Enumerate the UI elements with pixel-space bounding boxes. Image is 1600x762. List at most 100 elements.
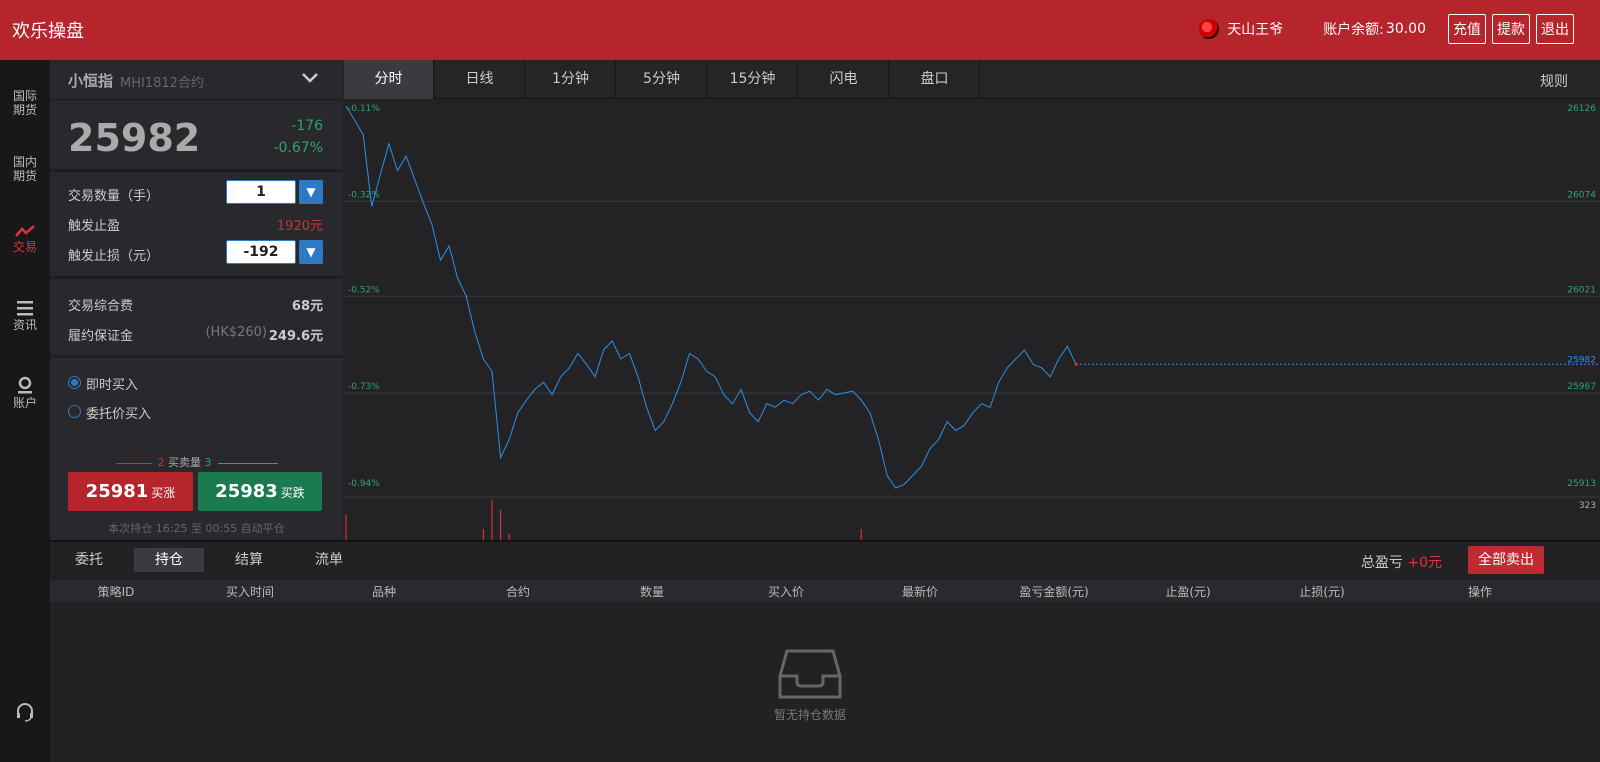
current-price-dot	[1074, 362, 1078, 366]
price-tick-label: 26126	[1567, 104, 1596, 114]
volume-max-label: 323	[1579, 501, 1596, 511]
tab-daily[interactable]: 日线	[435, 60, 525, 99]
pct-tick-label: -0.52%	[348, 285, 380, 295]
tab-intraday[interactable]: 分时	[344, 60, 434, 99]
chevron-down-icon[interactable]	[301, 72, 319, 84]
nav-trade-label: 交易	[12, 240, 37, 254]
chart-area: 分时 日线 1分钟 5分钟 15分钟 闪电 盘口 规则 -0.11% 26126-…	[344, 60, 1600, 540]
pct-tick-label: -0.73%	[348, 382, 380, 392]
price-tick-label: 26021	[1567, 285, 1596, 295]
left-nav: 国际 期货 国内 期货 交易 资讯 账户	[0, 60, 50, 762]
stop-loss-input[interactable]: -192	[226, 240, 296, 264]
tab-settlement[interactable]: 结算	[235, 552, 263, 568]
pnl-label: 总盈亏	[1360, 555, 1403, 571]
radio-instant-buy[interactable]: 即时买入	[50, 368, 343, 397]
column-header: 数量	[639, 585, 665, 599]
nav-account[interactable]: 账户	[0, 376, 50, 410]
stop-loss-dropdown-button[interactable]: ▼	[299, 240, 323, 264]
pct-tick-label: -0.32%	[348, 190, 380, 200]
recharge-button[interactable]: 充值	[1448, 14, 1486, 44]
balance-value: 30.00	[1385, 21, 1426, 37]
tab-positions[interactable]: 持仓	[134, 548, 204, 572]
radio-button-checked[interactable]	[68, 376, 81, 389]
contract-name: 小恒指	[68, 72, 114, 90]
empty-state: 暂无持仓数据	[760, 648, 860, 723]
radio-limit-label: 委托价买入	[86, 407, 152, 422]
contract-code: MHI1812合约	[120, 76, 204, 91]
tab-15min[interactable]: 15分钟	[708, 60, 798, 99]
triangle-down-icon: ▼	[306, 245, 316, 259]
take-profit-row: 触发止盈 1920元	[50, 208, 343, 238]
tab-5min[interactable]: 5分钟	[617, 60, 707, 99]
stop-loss-label: 触发止损（元）	[68, 249, 160, 264]
column-header: 盈亏金额(元)	[1019, 585, 1089, 599]
nav-domestic-futures[interactable]: 国内 期货	[0, 155, 50, 183]
positions-panel: 委托 持仓 结算 流单 总盈亏 +0元 全部卖出 策略ID 买入时间 品种 合约…	[50, 540, 1600, 762]
margin-label: 履约保证金	[68, 329, 134, 344]
nav-intl-futures[interactable]: 国际 期货	[0, 89, 50, 117]
stop-loss-row: 触发止损（元） -192 ▼	[50, 238, 343, 268]
user-icon	[18, 376, 32, 394]
qty-label: 交易数量（手）	[68, 189, 160, 204]
contract-selector[interactable]: 小恒指 MHI1812合约	[50, 60, 343, 100]
intraday-chart[interactable]: -0.11% 26126 -0.32% 26074 -0.52% 26021 -0.73% 2…	[344, 100, 1600, 540]
price-change-pct: -0.67%	[273, 140, 323, 156]
inbox-icon	[778, 649, 842, 699]
buy-up-button[interactable]: 25981 买涨	[68, 472, 193, 511]
top-bar: 欢乐操盘 天山王爷 账户余额: 30.00 充值 提款 退出	[0, 0, 1600, 60]
pct-tick-label: -0.94%	[348, 479, 380, 489]
column-header: 策略ID	[97, 585, 135, 599]
volume-label: 买卖量	[168, 456, 201, 469]
headset-icon[interactable]	[15, 702, 35, 722]
pct-tick-label: -0.11%	[348, 104, 380, 114]
buy-volume: 2	[157, 456, 165, 469]
take-profit-value: 1920元	[276, 219, 323, 234]
pnl-value: +0元	[1407, 555, 1442, 571]
tab-lightning[interactable]: 闪电	[799, 60, 889, 99]
margin-note: (HK$260)	[205, 325, 267, 340]
column-header: 买入价	[767, 585, 805, 599]
current-price: 25982	[68, 116, 201, 160]
column-header: 合约	[505, 585, 531, 599]
user-name[interactable]: 天山王爷	[1227, 22, 1284, 38]
qty-row: 交易数量（手） 1 ▼	[50, 178, 343, 208]
current-price-label: 25982	[1567, 355, 1596, 365]
user-area: 天山王爷 账户余额: 30.00 充值 提款 退出	[1199, 14, 1574, 44]
radio-limit-buy[interactable]: 委托价买入	[50, 397, 343, 426]
chart-tabs: 分时 日线 1分钟 5分钟 15分钟 闪电 盘口 规则	[344, 60, 1600, 99]
column-header: 最新价	[901, 585, 939, 599]
qty-input[interactable]: 1	[226, 180, 296, 204]
nav-trade[interactable]: 交易	[0, 224, 50, 254]
price-change: -176	[291, 118, 323, 134]
price-line	[345, 105, 1077, 489]
fee-row: 交易综合费 68元	[50, 288, 343, 318]
sell-all-button[interactable]: 全部卖出	[1468, 546, 1544, 574]
buy-down-button[interactable]: 25983 买跌	[198, 472, 322, 511]
buy-down-label: 买跌	[280, 486, 305, 500]
sell-volume: 3	[204, 456, 212, 469]
qty-dropdown-button[interactable]: ▼	[299, 180, 323, 204]
margin-value: 249.6元	[268, 329, 323, 344]
price-tick-label: 25913	[1567, 479, 1596, 489]
fee-label: 交易综合费	[68, 299, 134, 314]
buy-up-label: 买涨	[151, 486, 176, 500]
withdraw-button[interactable]: 提款	[1492, 14, 1530, 44]
total-pnl: 总盈亏 +0元	[1361, 552, 1442, 572]
rules-link[interactable]: 规则	[1540, 74, 1568, 90]
nav-domestic-futures-label-2: 期货	[12, 169, 37, 183]
column-header: 止盈(元)	[1165, 585, 1211, 599]
volume-indicator: 2 买卖量 3	[50, 454, 343, 470]
price-tick-label: 26074	[1567, 190, 1596, 200]
radio-button[interactable]	[68, 405, 81, 418]
tab-1min[interactable]: 1分钟	[526, 60, 616, 99]
triangle-down-icon: ▼	[306, 185, 316, 199]
tab-flow[interactable]: 流单	[315, 552, 343, 568]
column-header: 买入时间	[225, 585, 275, 599]
tab-orderbook[interactable]: 盘口	[890, 60, 980, 99]
nav-account-label: 账户	[12, 396, 37, 410]
nav-news[interactable]: 资讯	[0, 300, 50, 332]
logout-button[interactable]: 退出	[1536, 14, 1574, 44]
column-header: 止损(元)	[1299, 585, 1345, 599]
user-avatar-icon[interactable]	[1199, 19, 1220, 39]
tab-orders[interactable]: 委托	[75, 552, 103, 568]
